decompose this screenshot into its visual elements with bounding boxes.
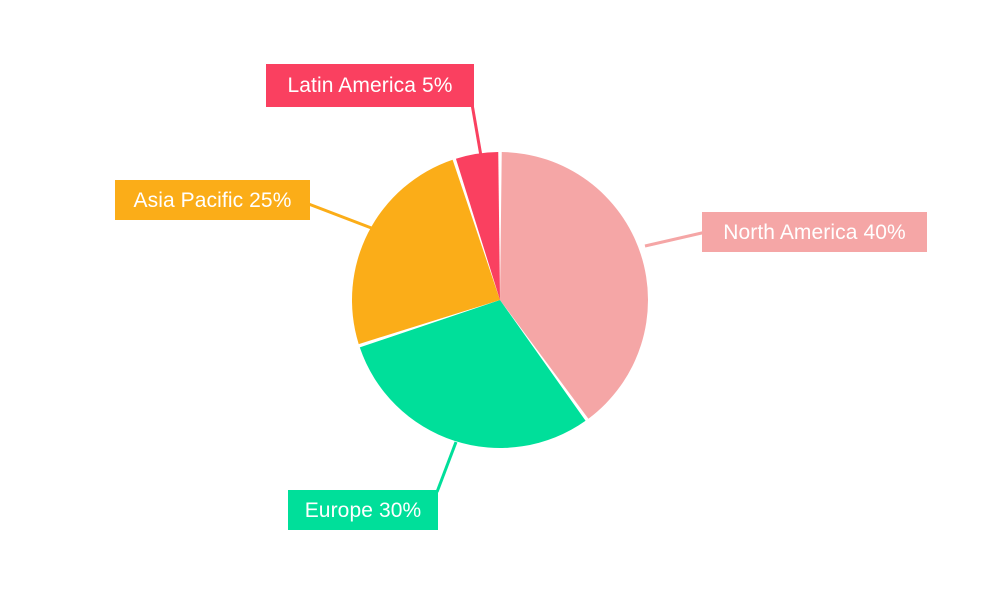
leader-line-asia-pacific xyxy=(305,201,375,231)
pie-slice-asia-pacific[interactable] xyxy=(351,159,500,345)
pie-label-asia-pacific-text: Asia Pacific 25% xyxy=(133,188,292,212)
pie-label-north-america-text: North America 40% xyxy=(723,220,906,244)
pie-slice-latin-america[interactable] xyxy=(455,152,500,300)
leader-lines-group xyxy=(305,103,707,493)
pie-label-europe: Europe 30% xyxy=(288,490,438,530)
pie-label-north-america: North America 40% xyxy=(702,212,927,252)
pie-slices-group xyxy=(351,152,649,448)
pie-label-europe-text: Europe 30% xyxy=(304,498,422,522)
leader-line-europe xyxy=(435,441,458,493)
pie-slice-europe[interactable] xyxy=(359,300,586,448)
pie-label-latin-america: Latin America 5% xyxy=(266,64,474,107)
pie-label-asia-pacific: Asia Pacific 25% xyxy=(115,180,310,220)
leader-line-latin-america xyxy=(470,103,483,157)
leader-line-north-america xyxy=(644,230,707,248)
pie-label-latin-america-text: Latin America 5% xyxy=(287,74,453,97)
pie-slice-north-america[interactable] xyxy=(500,152,649,419)
